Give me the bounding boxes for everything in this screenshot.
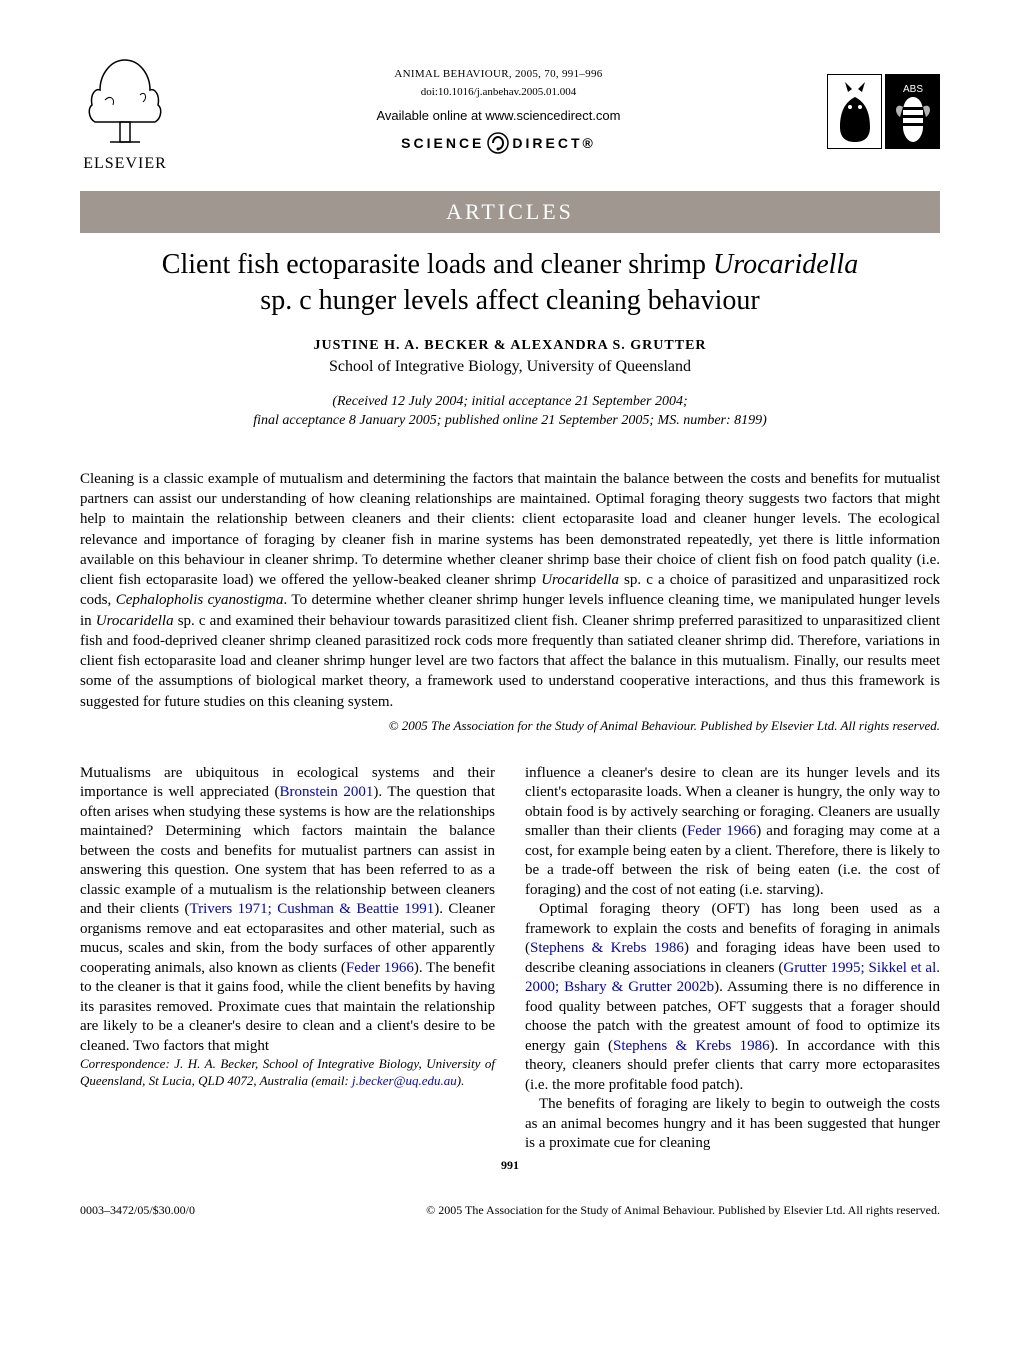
journal-reference: ANIMAL BEHAVIOUR, 2005, 70, 991–996 [394,68,602,80]
body-paragraph-1: Mutualisms are ubiquitous in ecological … [80,764,495,1057]
manuscript-dates: (Received 12 July 2004; initial acceptan… [80,392,940,431]
abstract-part-6: sp. c and examined their behaviour towar… [80,613,940,710]
svg-text:ABS: ABS [902,84,922,95]
doi-reference: doi:10.1016/j.anbehav.2005.01.004 [421,86,576,98]
section-banner: ARTICLES [80,191,940,233]
citation-link[interactable]: Bronstein 2001 [279,784,373,800]
text-segment: The benefits of foraging are likely to b… [525,1096,940,1151]
abstract-part-0: Cleaning is a classic example of mutuali… [80,471,940,588]
cat-icon [830,77,880,147]
elsevier-tree-icon [80,50,170,150]
citation-link[interactable]: Stephens & Krebs 1986 [530,940,684,956]
journal-header: ANIMAL BEHAVIOUR, 2005, 70, 991–996 doi:… [377,68,621,155]
paper-title: Client fish ectoparasite loads and clean… [80,247,940,320]
body-paragraph-4: The benefits of foraging are likely to b… [525,1095,940,1154]
availability-text: Available online at www.sciencedirect.co… [377,108,621,123]
correspondence-email[interactable]: j.becker@uq.edu.au [352,1073,457,1088]
bee-wasp-icon: ABS [888,77,938,147]
title-species-name: Urocaridella [713,249,858,280]
abstract-species-2: Cephalopholis cyanostigma [116,592,284,608]
dates-line-2: final acceptance 8 January 2005; publish… [253,413,767,428]
body-text: Mutualisms are ubiquitous in ecological … [80,764,940,1154]
page-footer: 0003–3472/05/$30.00/0 © 2005 The Associa… [80,1197,940,1218]
citation-link[interactable]: Trivers 1971; Cushman & Beattie 1991 [189,901,434,917]
title-part-2: sp. c hunger levels affect cleaning beha… [260,285,759,316]
page-header: ELSEVIER ANIMAL BEHAVIOUR, 2005, 70, 991… [80,50,940,173]
correspondence-info: Correspondence: J. H. A. Becker, School … [80,1056,495,1090]
dates-line-1: (Received 12 July 2004; initial acceptan… [332,394,687,409]
citation-link[interactable]: Stephens & Krebs 1986 [613,1038,770,1054]
footer-left: 0003–3472/05/$30.00/0 [80,1203,195,1218]
publisher-name: ELSEVIER [83,155,167,173]
science-label: SCIENCE [401,135,484,151]
abstract-species-3: Urocaridella [96,613,174,629]
citation-link[interactable]: Feder 1966 [346,960,414,976]
society-logos: ABS [827,74,940,149]
page-number: 991 [80,1158,940,1173]
publisher-logo: ELSEVIER [80,50,170,173]
science-direct-logo: SCIENCE DIRECT® [401,131,596,155]
abstract-species-1: Urocaridella [541,572,619,588]
right-column: influence a cleaner's desire to clean ar… [525,764,940,1154]
science-direct-icon [486,131,510,155]
correspondence-text-end: ). [457,1073,465,1088]
title-part-1: Client fish ectoparasite loads and clean… [162,249,713,280]
abs-logo: ABS [885,74,940,149]
text-segment: ). The question that often arises when s… [80,784,495,917]
asab-logo [827,74,882,149]
direct-label: DIRECT® [512,135,595,151]
copyright-line: © 2005 The Association for the Study of … [80,718,940,734]
authors: JUSTINE H. A. BECKER & ALEXANDRA S. GRUT… [80,338,940,354]
left-column: Mutualisms are ubiquitous in ecological … [80,764,495,1154]
body-paragraph-3: Optimal foraging theory (OFT) has long b… [525,900,940,1095]
abstract: Cleaning is a classic example of mutuali… [80,469,940,712]
footer-right: © 2005 The Association for the Study of … [426,1203,940,1218]
citation-link[interactable]: Feder 1966 [687,823,756,839]
body-paragraph-2: influence a cleaner's desire to clean ar… [525,764,940,901]
affiliation: School of Integrative Biology, Universit… [80,358,940,376]
